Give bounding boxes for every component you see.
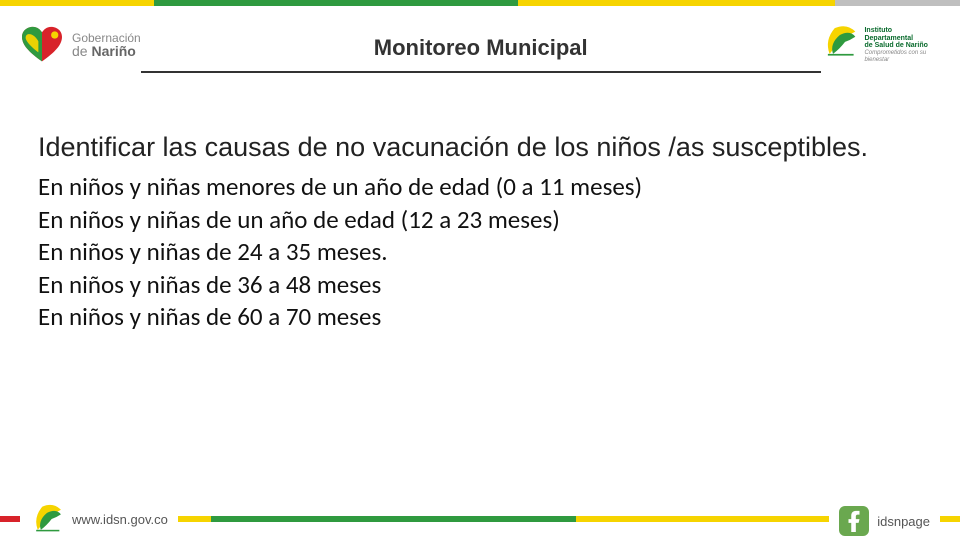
subtitle: Identificar las causas de no vacunación … <box>38 130 922 165</box>
bullet-line: En niños y niñas menores de un año de ed… <box>38 171 922 204</box>
bullets-list: En niños y niñas menores de un año de ed… <box>38 171 922 334</box>
stripe-segment <box>211 516 576 522</box>
footer-page: idsnpage <box>877 514 930 529</box>
gov-line2: de Nariño <box>72 44 141 58</box>
logo-idsn: Instituto Departamental de Salud de Nari… <box>821 23 940 67</box>
leaf-icon <box>30 502 64 536</box>
footer: www.idsn.gov.co idsnpage <box>0 490 960 540</box>
inst-text: Instituto Departamental de Salud de Nari… <box>864 27 940 63</box>
leaf-icon <box>821 23 859 67</box>
logo-gobernacion: Gobernación de Nariño <box>20 25 141 65</box>
footer-left: www.idsn.gov.co <box>20 502 178 536</box>
bullet-line: En niños y niñas de un año de edad (12 a… <box>38 204 922 237</box>
bullet-line: En niños y niñas de 24 a 35 meses. <box>38 236 922 269</box>
bullet-line: En niños y niñas de 36 a 48 meses <box>38 269 922 302</box>
page-title: Monitoreo Municipal <box>141 35 821 61</box>
inst-motto: Comprometidos con su bienestar <box>864 50 940 63</box>
inst-line1: Instituto <box>864 27 940 35</box>
heart-icon <box>20 25 64 65</box>
gov-text: Gobernación de Nariño <box>72 32 141 58</box>
facebook-icon <box>839 506 869 536</box>
bullet-line: En niños y niñas de 60 a 70 meses <box>38 301 922 334</box>
title-underline <box>141 71 821 73</box>
footer-right: idsnpage <box>829 506 940 536</box>
inst-line3: de Salud de Nariño <box>864 42 940 50</box>
title-wrap: Monitoreo Municipal <box>141 17 821 73</box>
footer-url: www.idsn.gov.co <box>72 512 168 527</box>
header: Gobernación de Nariño Monitoreo Municipa… <box>0 6 960 84</box>
inst-line2: Departamental <box>864 35 940 43</box>
content: Identificar las causas de no vacunación … <box>38 130 922 334</box>
